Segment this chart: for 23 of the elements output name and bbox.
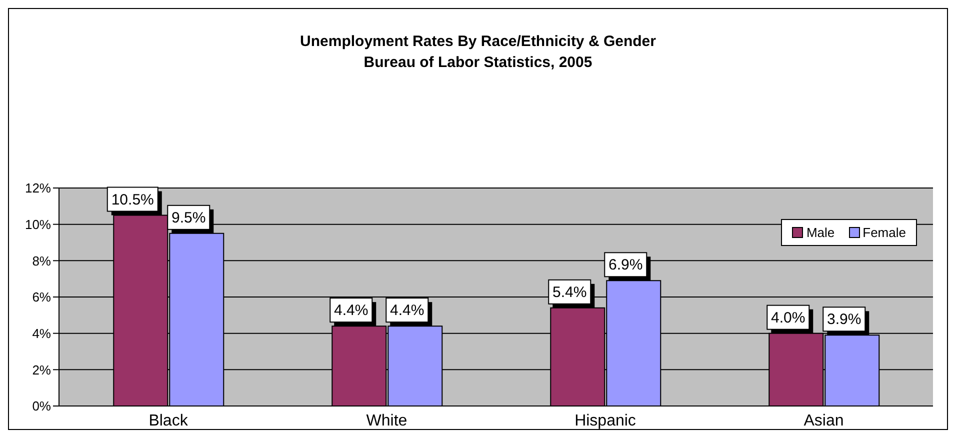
x-tick-label: Hispanic: [574, 412, 636, 430]
y-tick-label: 6%: [32, 290, 52, 305]
data-label: 4.4%: [334, 302, 368, 320]
data-label: 3.9%: [827, 311, 862, 328]
y-tick-label: 2%: [32, 362, 52, 378]
y-tick-label: 8%: [32, 253, 52, 268]
data-label: 4.4%: [390, 302, 424, 320]
x-tick-label: Asian: [804, 412, 844, 430]
legend-label: Male: [805, 225, 835, 240]
data-label: 4.0%: [771, 309, 806, 326]
data-label: 6.9%: [608, 256, 643, 274]
chart-title: Unemployment Rates By Race/Ethnicity & Gender: [299, 32, 657, 52]
x-tick-label: Black: [148, 412, 189, 430]
y-tick-label: 12%: [24, 180, 52, 196]
data-label: 10.5%: [111, 191, 154, 208]
y-tick-label: 0%: [32, 398, 52, 414]
data-label: 5.4%: [552, 284, 587, 301]
y-tick-label: 4%: [32, 326, 52, 341]
x-tick-label: White: [366, 412, 408, 430]
legend-label: Female: [862, 225, 906, 240]
data-label: 9.5%: [172, 209, 206, 226]
chart-subtitle: Bureau of Labor Statistics, 2005: [362, 53, 594, 73]
y-tick-label: 10%: [24, 216, 52, 232]
